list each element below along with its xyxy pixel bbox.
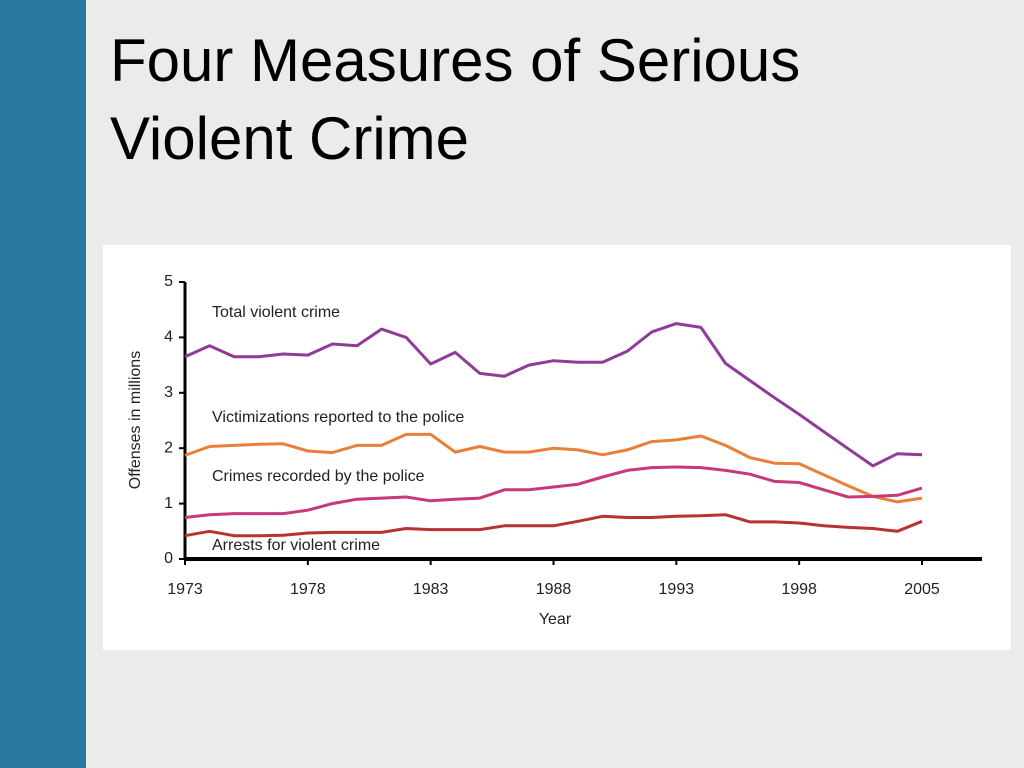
x-tick-label: 2005 [904, 581, 940, 598]
y-axis-label: Offenses in millions [127, 351, 144, 489]
x-tick-label: 1993 [659, 581, 695, 598]
y-tick-label: 5 [164, 273, 173, 290]
y-tick-label: 4 [164, 329, 173, 346]
series-label: Crimes recorded by the police [212, 468, 425, 485]
x-axis-label: Year [539, 611, 572, 628]
y-tick-label: 1 [164, 495, 173, 512]
y-tick-label: 3 [164, 384, 173, 401]
x-tick-label: 1988 [536, 581, 572, 598]
series-label: Arrests for violent crime [212, 537, 380, 554]
x-tick-label: 1983 [413, 581, 449, 598]
series-line [184, 322, 923, 468]
slide-title: Four Measures of Serious Violent Crime [110, 27, 801, 172]
x-tick-label: 1973 [167, 581, 203, 598]
series-line [184, 432, 923, 504]
y-tick-label: 0 [164, 550, 173, 567]
series-line [184, 513, 923, 538]
series-label: Victimizations reported to the police [212, 409, 464, 426]
x-tick-label: 1998 [781, 581, 817, 598]
y-tick-label: 2 [164, 439, 173, 456]
x-tick-label: 1978 [290, 581, 326, 598]
side-bar [0, 0, 86, 768]
series-line [184, 465, 923, 519]
series-label: Total violent crime [212, 304, 340, 321]
